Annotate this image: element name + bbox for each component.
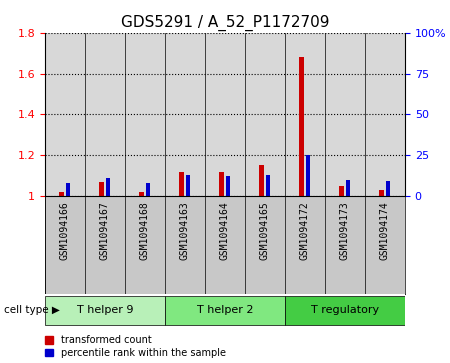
Text: T regulatory: T regulatory [311, 305, 379, 315]
Bar [140, 192, 144, 196]
Bar [379, 190, 384, 196]
Bar [180, 171, 184, 196]
Bar [259, 166, 264, 196]
Text: GSM1094172: GSM1094172 [300, 201, 310, 260]
Text: GSM1094163: GSM1094163 [180, 201, 190, 260]
Legend: transformed count, percentile rank within the sample: transformed count, percentile rank withi… [45, 335, 226, 358]
Bar [59, 192, 64, 196]
Bar [285, 295, 405, 325]
Text: GSM1094173: GSM1094173 [340, 201, 350, 260]
Bar [306, 155, 310, 196]
Text: cell type ▶: cell type ▶ [4, 305, 60, 315]
Bar [45, 295, 165, 325]
Bar [146, 183, 150, 196]
Bar [226, 176, 230, 196]
Title: GDS5291 / A_52_P1172709: GDS5291 / A_52_P1172709 [121, 15, 329, 31]
Text: GSM1094166: GSM1094166 [60, 201, 70, 260]
Bar [220, 171, 224, 196]
Text: GSM1094165: GSM1094165 [260, 201, 270, 260]
Bar [66, 183, 70, 196]
Bar [346, 180, 350, 196]
Text: GSM1094164: GSM1094164 [220, 201, 230, 260]
Bar [99, 182, 104, 196]
Bar [299, 57, 304, 196]
Text: GSM1094167: GSM1094167 [100, 201, 110, 260]
Bar [266, 175, 270, 196]
Text: GSM1094174: GSM1094174 [380, 201, 390, 260]
Text: T helper 9: T helper 9 [77, 305, 133, 315]
Bar [186, 175, 190, 196]
Text: T helper 2: T helper 2 [197, 305, 253, 315]
Bar [106, 178, 110, 196]
Bar [339, 186, 344, 196]
Bar [165, 295, 285, 325]
Bar [386, 181, 390, 196]
Text: GSM1094168: GSM1094168 [140, 201, 150, 260]
